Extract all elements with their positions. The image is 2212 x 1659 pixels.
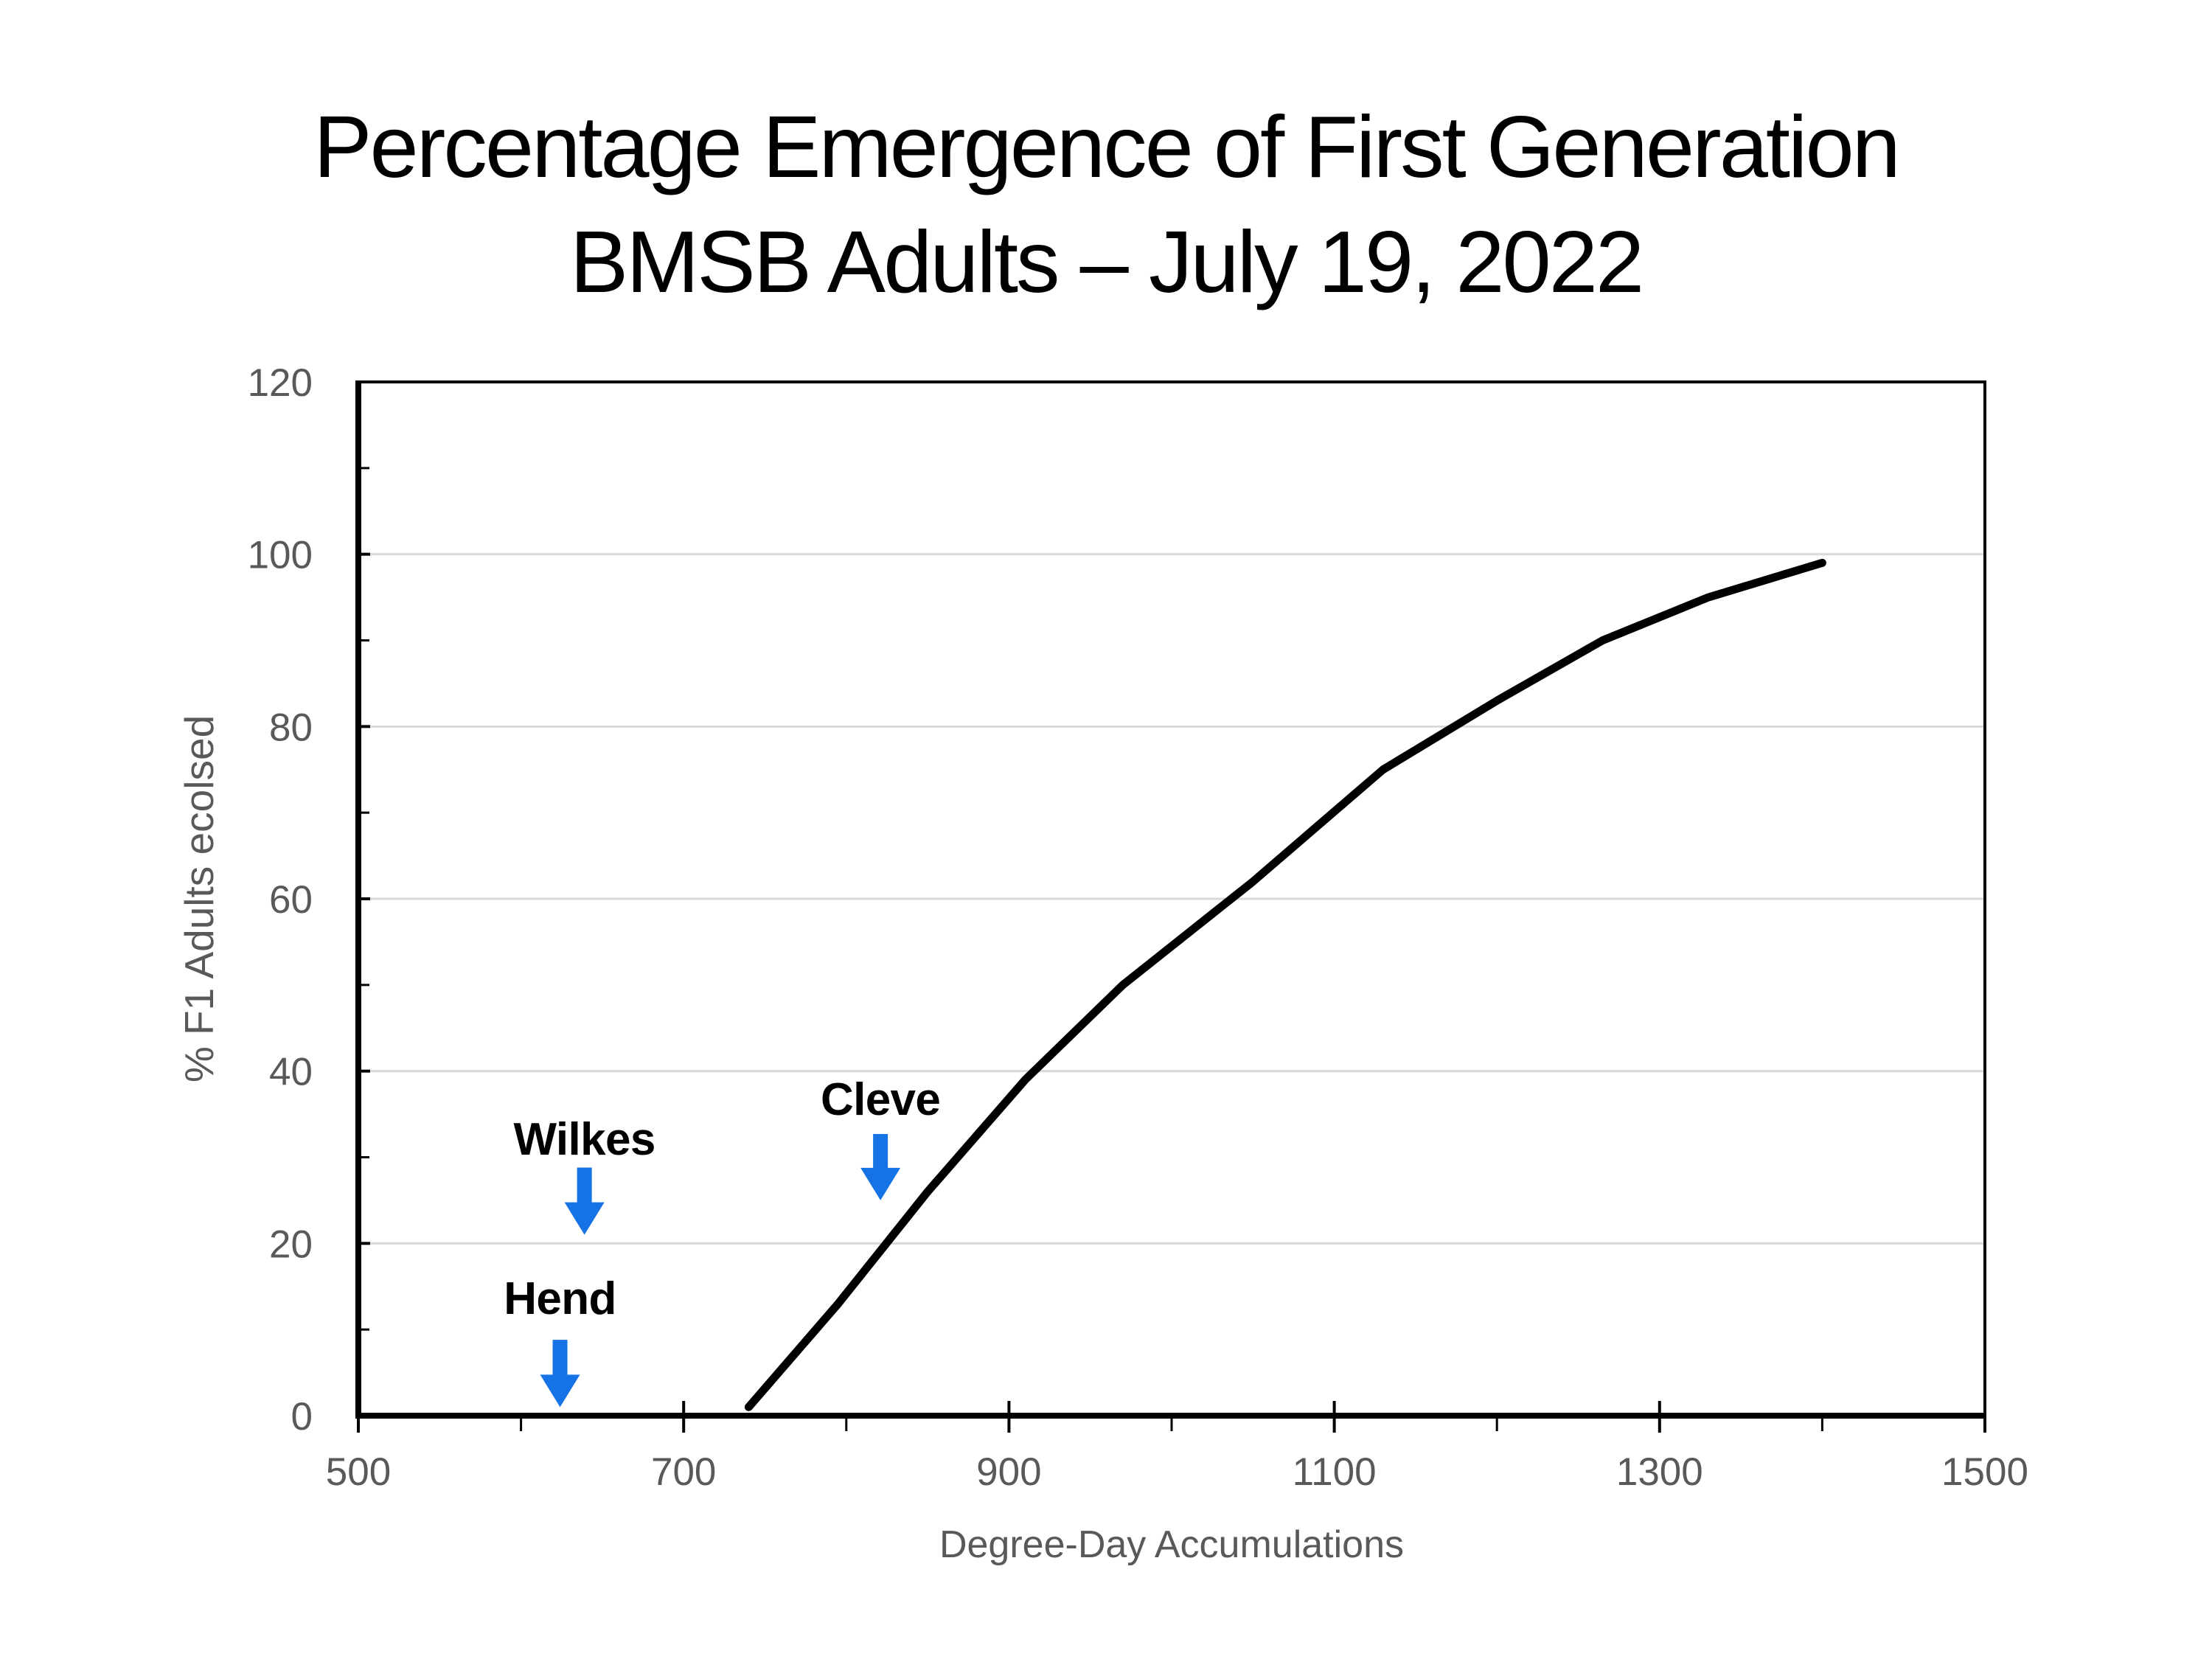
y-tick-label: 20: [269, 1222, 313, 1266]
down-arrow-icon: [540, 1340, 580, 1408]
x-tick-label: 900: [976, 1450, 1041, 1494]
annotation-label: Cleve: [821, 1074, 940, 1125]
y-tick-label: 120: [248, 361, 313, 405]
y-tick-label: 100: [248, 534, 313, 577]
y-axis-title: % F1 Adults ecolsed: [176, 715, 222, 1082]
down-arrow-icon: [564, 1167, 605, 1235]
chart-title-line2: BMSB Adults – July 19, 2022: [569, 212, 1644, 311]
y-tick-label: 40: [269, 1051, 313, 1094]
annotation-label: Wilkes: [514, 1114, 655, 1165]
x-axis-title: Degree-Day Accumulations: [939, 1523, 1404, 1566]
emergence-curve: [744, 558, 1826, 1411]
y-tick-label: 80: [269, 706, 313, 749]
x-tick-label: 700: [651, 1450, 716, 1494]
x-tick-label: 500: [326, 1450, 391, 1494]
y-tick-label: 0: [291, 1395, 313, 1439]
x-tick-label: 1300: [1616, 1450, 1703, 1494]
x-tick-label: 1100: [1293, 1450, 1377, 1494]
chart-title-line1: Percentage Emergence of First Generation: [313, 98, 1901, 196]
down-arrow-icon: [860, 1133, 901, 1200]
x-tick-label: 1500: [1941, 1450, 2028, 1494]
y-tick-label: 60: [269, 878, 313, 922]
annotation-label: Hend: [504, 1273, 616, 1324]
chart-title: Percentage Emergence of First Generation…: [0, 90, 2212, 320]
